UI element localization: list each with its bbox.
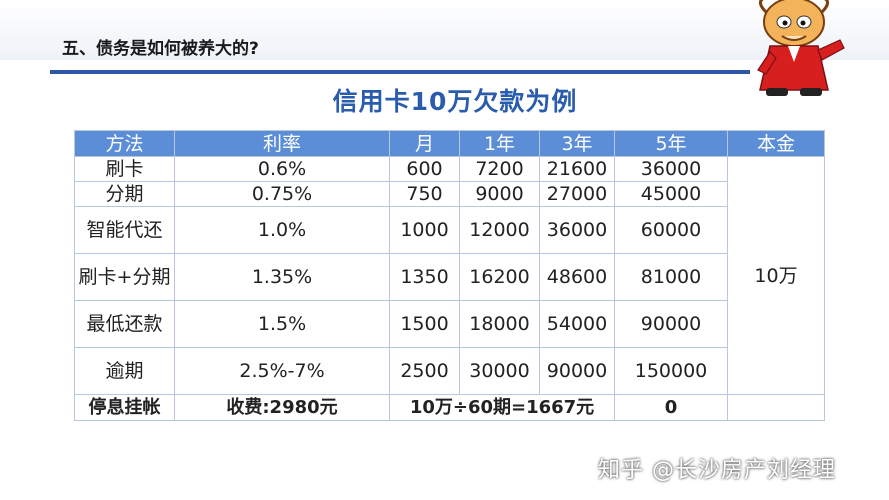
cell-rate: 0.6%	[174, 156, 390, 182]
debt-table: 方法 利率 月 1年 3年 5年 本金 刷卡 0.6% 600 7200 216…	[74, 130, 825, 421]
cell-rate: 0.75%	[174, 181, 390, 207]
cell-month: 1500	[389, 300, 460, 348]
cell-3-year: 90000	[539, 347, 615, 395]
cell-5-year: 60000	[614, 206, 728, 254]
table-row: 分期 0.75% 750 9000 27000 45000	[74, 181, 825, 207]
cell-month: 600	[389, 156, 460, 182]
cell-month: 1350	[389, 253, 460, 301]
cell-month: 1000	[389, 206, 460, 254]
header-1-year: 1年	[459, 130, 540, 157]
header-principal: 本金	[727, 130, 825, 157]
cell-1-year: 9000	[459, 181, 540, 207]
cell-rate: 1.5%	[174, 300, 390, 348]
header-month: 月	[389, 130, 460, 157]
cell-principal: 10万	[727, 156, 825, 395]
cell-5-year: 90000	[614, 300, 728, 348]
cell-method: 分期	[74, 181, 175, 207]
table-row: 刷卡 0.6% 600 7200 21600 36000 10万	[74, 156, 825, 395]
cell-1-year: 18000	[459, 300, 540, 348]
cell-3-year: 54000	[539, 300, 615, 348]
cell-5-year: 81000	[614, 253, 728, 301]
cell-method: 刷卡+分期	[74, 253, 175, 301]
watermark: 知乎 @长沙房产刘经理	[598, 458, 836, 483]
cell-3-year: 48600	[539, 253, 615, 301]
footer-fee: 收费:2980元	[174, 394, 390, 421]
table-row: 最低还款 1.5% 1500 18000 54000 90000	[74, 300, 825, 348]
header-method: 方法	[74, 130, 175, 157]
footer-5-year: 0	[614, 394, 728, 421]
table-footer-row: 停息挂帐 收费:2980元 10万÷60期=1667元 0	[74, 394, 825, 421]
header-3-year: 3年	[539, 130, 615, 157]
cell-month: 750	[389, 181, 460, 207]
cell-month: 2500	[389, 347, 460, 395]
cell-rate: 2.5%-7%	[174, 347, 390, 395]
cell-1-year: 30000	[459, 347, 540, 395]
table-header-row: 方法 利率 月 1年 3年 5年 本金	[74, 130, 825, 157]
cell-method: 刷卡	[74, 156, 175, 182]
mascot-cartoon-icon	[757, 0, 845, 96]
cell-1-year: 16200	[459, 253, 540, 301]
table-title: 信用卡10万欠款为例	[332, 87, 578, 116]
cell-5-year: 45000	[614, 181, 728, 207]
footer-installment: 10万÷60期=1667元	[389, 394, 615, 421]
header-rate: 利率	[174, 130, 390, 157]
table-row: 刷卡+分期 1.35% 1350 16200 48600 81000	[74, 253, 825, 301]
cell-3-year: 21600	[539, 156, 615, 182]
cell-method: 最低还款	[74, 300, 175, 348]
cell-5-year: 36000	[614, 156, 728, 182]
cell-5-year: 150000	[614, 347, 728, 395]
footer-empty-cell	[727, 394, 825, 421]
section-heading: 五、债务是如何被养大的?	[62, 39, 259, 59]
cell-3-year: 36000	[539, 206, 615, 254]
cell-1-year: 7200	[459, 156, 540, 182]
cell-rate: 1.35%	[174, 253, 390, 301]
cell-method: 智能代还	[74, 206, 175, 254]
cell-rate: 1.0%	[174, 206, 390, 254]
cell-method: 逾期	[74, 347, 175, 395]
footer-method: 停息挂帐	[74, 394, 175, 421]
cell-3-year: 27000	[539, 181, 615, 207]
cell-1-year: 12000	[459, 206, 540, 254]
header-background	[0, 0, 889, 60]
table-row: 智能代还 1.0% 1000 12000 36000 60000	[74, 206, 825, 254]
header-5-year: 5年	[614, 130, 728, 157]
heading-underline	[50, 70, 750, 74]
table-row: 逾期 2.5%-7% 2500 30000 90000 150000	[74, 347, 825, 395]
